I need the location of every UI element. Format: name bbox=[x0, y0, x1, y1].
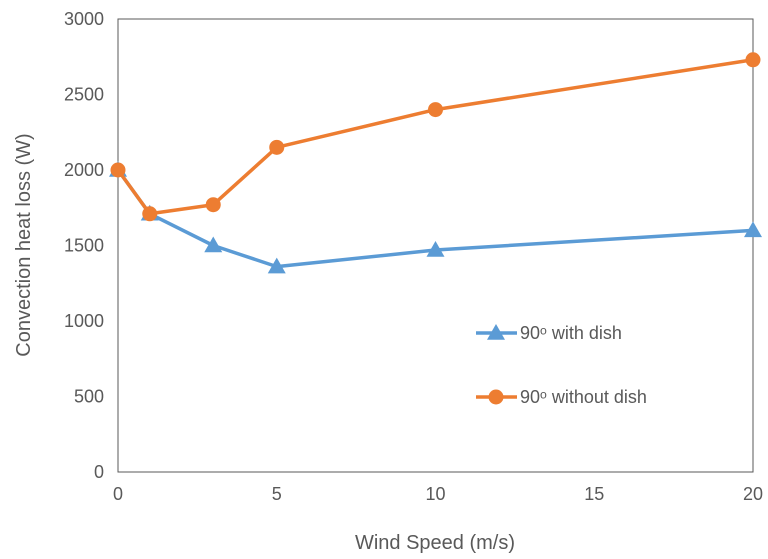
legend: 90ᵒ with dish 90ᵒ without dish bbox=[476, 323, 647, 407]
legend-marker bbox=[488, 389, 504, 405]
data-point bbox=[205, 197, 221, 213]
y-tick-label: 0 bbox=[94, 462, 104, 482]
y-tick-label: 2500 bbox=[64, 85, 104, 105]
y-axis-title: Convection heat loss (W) bbox=[13, 133, 35, 356]
data-point bbox=[745, 52, 761, 68]
x-tick-label: 10 bbox=[425, 484, 445, 504]
series-line bbox=[116, 58, 754, 216]
series-layer bbox=[109, 52, 762, 274]
data-point bbox=[204, 236, 223, 253]
legend-item: 90ᵒ without dish bbox=[476, 387, 647, 407]
y-tick-label: 1500 bbox=[64, 236, 104, 256]
plot-frame bbox=[117, 18, 754, 473]
x-axis-title: Wind Speed (m/s) bbox=[355, 532, 515, 554]
series-2 bbox=[110, 52, 761, 222]
legend-label: 90ᵒ with dish bbox=[520, 323, 622, 343]
x-tick-labels: 0 5 10 15 20 bbox=[113, 484, 763, 504]
y-tick-label: 1000 bbox=[64, 311, 104, 331]
legend-marker bbox=[487, 324, 505, 340]
y-tick-label: 2000 bbox=[64, 160, 104, 180]
x-tick-label: 15 bbox=[584, 484, 604, 504]
data-point bbox=[269, 139, 285, 155]
data-point bbox=[428, 102, 443, 118]
x-tick-label: 20 bbox=[743, 484, 763, 504]
data-point bbox=[142, 206, 158, 222]
series-1 bbox=[109, 161, 762, 274]
x-tick-label: 0 bbox=[113, 484, 123, 504]
y-tick-labels: 0 500 1000 1500 2000 2500 3000 bbox=[64, 9, 104, 482]
y-tick-label: 500 bbox=[74, 387, 104, 407]
legend-label: 90ᵒ without dish bbox=[520, 387, 647, 407]
data-point bbox=[426, 241, 445, 257]
x-tick-label: 5 bbox=[272, 484, 282, 504]
data-point bbox=[267, 257, 286, 274]
y-tick-label: 3000 bbox=[64, 9, 104, 29]
data-point bbox=[110, 162, 126, 178]
legend-item: 90ᵒ with dish bbox=[476, 323, 622, 343]
data-point bbox=[744, 221, 762, 238]
